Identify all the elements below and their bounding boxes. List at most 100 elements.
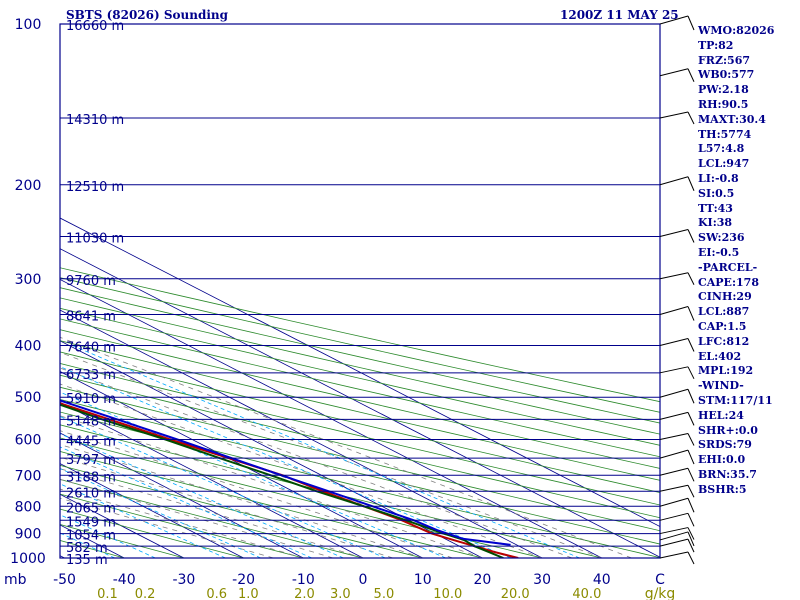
dry-adiabat-line [60, 464, 423, 558]
isotherm-line [60, 432, 304, 558]
mixing-ratio-line [72, 345, 580, 558]
stat-item: MAXT:30.4 [698, 112, 766, 126]
stat-item: STM:117/11 [698, 393, 773, 407]
wind-barb-shaft [659, 484, 689, 492]
height-label: 12510 m [66, 180, 124, 195]
temperature-tick-label: -20 [232, 572, 255, 588]
wind-barb-shaft [659, 176, 689, 186]
height-label: 1549 m [66, 515, 116, 530]
stat-item: TT:43 [698, 201, 733, 215]
stat-item: CINH:29 [698, 290, 752, 304]
wind-barb-flag [687, 468, 695, 482]
height-label: 5910 m [66, 392, 116, 407]
pressure-tick-label: 500 [15, 390, 42, 406]
wind-barb-shaft [659, 338, 689, 346]
wind-barb-shaft [659, 111, 689, 119]
moist-adiabat-line [60, 336, 632, 558]
isotherm-line [60, 217, 660, 527]
wind-barb-flag [687, 111, 695, 125]
stat-item: EL:402 [698, 349, 742, 363]
wind-barb-flag [687, 15, 695, 31]
height-label: 135 m [66, 553, 108, 568]
temperature-tick-label: 20 [473, 572, 491, 588]
stat-item: SW:236 [698, 231, 745, 245]
height-label: 7640 m [66, 341, 116, 356]
stat-item: EI:-0.5 [698, 245, 740, 259]
background-grid [60, 217, 660, 558]
dry-adiabat-line [60, 318, 660, 458]
wind-barb-flag [687, 366, 695, 380]
mixing-ratio-label: 40.0 [572, 587, 601, 600]
wind-barb-flag [687, 513, 695, 527]
moist-adiabat-line [60, 468, 364, 558]
temperature-unit-label: C [655, 572, 665, 588]
height-label: 4445 m [66, 435, 116, 450]
temperature-tick-label: 0 [359, 572, 368, 588]
isotherm-line [60, 463, 244, 558]
pressure-tick-label: 100 [15, 17, 42, 33]
wind-barb-shaft [659, 512, 689, 521]
isotherm-line [60, 248, 660, 558]
height-label: 1054 m [66, 529, 116, 544]
wind-barb-flag [687, 338, 695, 352]
temperature-tick-label: -30 [172, 572, 195, 588]
mixing-ratio-label: 1.0 [238, 587, 259, 600]
wind-barb-shaft [659, 538, 689, 547]
stat-item: SRDS:79 [698, 438, 752, 452]
wind-barb-shaft [659, 229, 689, 237]
height-label: 6733 m [66, 368, 116, 383]
wind-barb-flag [687, 531, 695, 547]
wind-barb-flag [687, 389, 695, 404]
height-label: 9760 m [66, 274, 116, 289]
stat-item: LFC:812 [698, 334, 750, 348]
height-label: 2610 m [66, 486, 116, 501]
height-label: 2065 m [66, 501, 116, 516]
pressure-tick-label: 200 [15, 178, 42, 194]
height-label: 14310 m [66, 113, 124, 128]
temperature-tick-label: -40 [113, 572, 136, 588]
stat-item: LCL:947 [698, 157, 750, 171]
moist-adiabat-line [60, 415, 483, 558]
stat-item: -WIND- [698, 379, 744, 393]
pressure-tick-label: 700 [15, 468, 42, 484]
dry-adiabat-line [60, 277, 660, 413]
wind-barb-shaft [659, 388, 689, 398]
wind-barb-flag [687, 485, 695, 498]
temperature-tick-label: 40 [593, 572, 611, 588]
mixing-ratio-label: 2.0 [294, 587, 315, 600]
height-label: 582 m [66, 541, 108, 556]
stat-item: TH:5774 [698, 127, 752, 141]
mixing-ratio-label: 5.0 [374, 587, 395, 600]
stat-item: -PARCEL- [698, 260, 758, 274]
isotherm-line [60, 401, 364, 558]
moist-adiabat-line [60, 497, 274, 558]
moist-adiabat-line [60, 488, 304, 558]
wind-barb-flag [687, 229, 695, 243]
wind-barb-flag [687, 68, 695, 82]
stat-item: LCL:887 [698, 305, 750, 319]
mixing-ratio-label: 20.0 [501, 587, 530, 600]
wind-barb-shaft [659, 497, 689, 507]
wind-barb-shaft [659, 411, 689, 420]
wind-barb-flag [687, 306, 695, 321]
dry-adiabat-line [60, 307, 660, 446]
isotherm-line [60, 340, 483, 558]
temperature-tick-label: -10 [292, 572, 315, 588]
dry-adiabat-line [60, 493, 304, 558]
stat-item: MPL:192 [698, 364, 754, 378]
stat-item: BSHR:5 [698, 482, 747, 496]
dry-adiabat-line [60, 374, 660, 519]
plot-frame [59, 23, 661, 559]
stat-item: WB0:577 [698, 68, 755, 82]
wind-barb-flag [687, 176, 695, 191]
sounding-time: 1200Z 11 MAY 25 [560, 8, 679, 22]
wind-barb-flag [687, 433, 695, 446]
stat-item: LI:-0.8 [698, 171, 739, 185]
temperature-line [60, 402, 519, 558]
height-label: 16660 m [66, 19, 124, 34]
wind-barb-flag [687, 449, 695, 465]
dry-adiabat-line [60, 340, 660, 481]
dry-adiabat-line [60, 329, 660, 469]
